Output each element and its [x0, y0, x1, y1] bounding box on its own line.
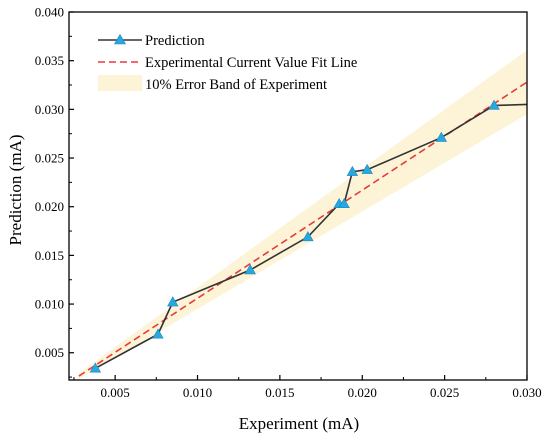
x-axis-title: Experiment (mA)	[239, 414, 359, 433]
y-tick-label: 0.030	[35, 102, 64, 117]
prediction-point	[338, 197, 350, 208]
legend-fit-label: Experimental Current Value Fit Line	[145, 55, 357, 71]
x-tick-label: 0.015	[265, 385, 294, 400]
x-axis-ticks: 0.005 0.010 0.015 0.020 0.025 0.030	[73, 375, 542, 400]
prediction-layer	[89, 99, 528, 373]
plot-frame	[68, 11, 528, 381]
x-tick-label: 0.030	[512, 385, 541, 400]
prediction-point	[152, 328, 164, 339]
x-tick-label: 0.010	[183, 385, 212, 400]
x-tick-label: 0.020	[348, 385, 377, 400]
legend: Prediction Experimental Current Value Fi…	[98, 33, 357, 93]
prediction-point	[488, 99, 500, 110]
legend-prediction-marker	[113, 33, 127, 45]
y-tick-label: 0.040	[35, 5, 64, 20]
prediction-point	[346, 165, 359, 176]
legend-band-swatch	[98, 75, 142, 91]
y-tick-label: 0.035	[35, 53, 64, 68]
error-band-layer	[78, 49, 528, 380]
error-band	[78, 49, 528, 380]
prediction-point	[361, 163, 373, 174]
y-tick-label: 0.020	[35, 199, 64, 214]
x-tick-label: 0.005	[101, 385, 130, 400]
x-tick-label: 0.025	[430, 385, 459, 400]
y-tick-label: 0.010	[35, 297, 64, 312]
y-tick-label: 0.025	[35, 151, 64, 166]
prediction-point	[167, 296, 179, 307]
y-axis-ticks: 0.005 0.010 0.015 0.020 0.025 0.030 0.035 0.040	[35, 5, 74, 378]
prediction-point	[89, 362, 102, 373]
legend-prediction-label: Prediction	[145, 33, 205, 49]
y-tick-label: 0.005	[35, 345, 64, 360]
y-axis-title: Prediction (mA)	[6, 135, 25, 246]
y-tick-label: 0.015	[35, 248, 64, 263]
legend-band-label: 10% Error Band of Experiment	[145, 77, 327, 93]
prediction-point	[244, 264, 256, 275]
prediction-point	[302, 231, 314, 242]
prediction-point	[435, 131, 448, 142]
